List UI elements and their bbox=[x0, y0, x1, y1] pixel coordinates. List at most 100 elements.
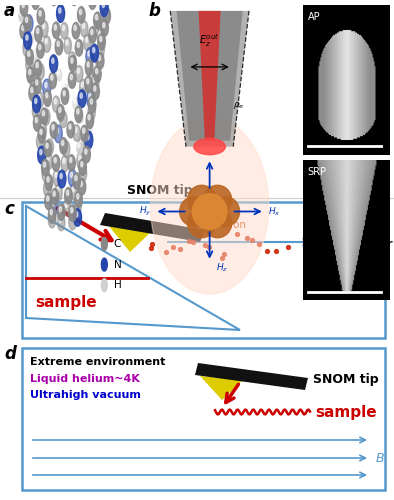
Circle shape bbox=[81, 82, 84, 87]
Text: Liquid helium~4K: Liquid helium~4K bbox=[30, 374, 140, 384]
Circle shape bbox=[48, 142, 50, 147]
Circle shape bbox=[76, 194, 79, 199]
Circle shape bbox=[87, 62, 89, 67]
Ellipse shape bbox=[151, 117, 269, 294]
Circle shape bbox=[26, 35, 28, 40]
Circle shape bbox=[38, 126, 46, 143]
Circle shape bbox=[89, 96, 96, 113]
Circle shape bbox=[93, 63, 95, 68]
Circle shape bbox=[54, 98, 57, 104]
Circle shape bbox=[81, 168, 84, 173]
Text: c: c bbox=[4, 200, 14, 218]
Circle shape bbox=[85, 149, 87, 154]
Circle shape bbox=[89, 26, 97, 43]
Circle shape bbox=[46, 143, 48, 148]
Circle shape bbox=[87, 134, 89, 140]
Circle shape bbox=[36, 92, 43, 108]
Circle shape bbox=[79, 10, 82, 14]
Circle shape bbox=[66, 190, 69, 196]
Circle shape bbox=[60, 174, 62, 178]
Circle shape bbox=[43, 36, 51, 52]
Circle shape bbox=[43, 24, 45, 28]
Circle shape bbox=[97, 28, 105, 44]
Circle shape bbox=[91, 30, 93, 35]
Circle shape bbox=[71, 58, 73, 63]
Circle shape bbox=[43, 79, 51, 97]
Circle shape bbox=[67, 122, 74, 138]
Circle shape bbox=[66, 40, 68, 45]
Polygon shape bbox=[108, 225, 152, 252]
Circle shape bbox=[50, 122, 58, 138]
Circle shape bbox=[69, 124, 71, 130]
Circle shape bbox=[94, 12, 101, 28]
Circle shape bbox=[53, 170, 61, 186]
Circle shape bbox=[44, 140, 52, 157]
Circle shape bbox=[61, 22, 68, 39]
Circle shape bbox=[86, 122, 92, 134]
Circle shape bbox=[78, 138, 85, 154]
Circle shape bbox=[87, 90, 95, 108]
Circle shape bbox=[102, 22, 105, 28]
Text: SRP: SRP bbox=[308, 167, 327, 177]
Circle shape bbox=[54, 24, 56, 30]
Circle shape bbox=[39, 10, 41, 16]
Circle shape bbox=[70, 54, 72, 60]
Circle shape bbox=[35, 98, 37, 103]
Ellipse shape bbox=[188, 208, 216, 238]
Circle shape bbox=[59, 217, 61, 222]
Circle shape bbox=[88, 114, 90, 120]
Circle shape bbox=[101, 258, 107, 271]
Circle shape bbox=[97, 52, 104, 69]
Circle shape bbox=[72, 22, 80, 39]
Circle shape bbox=[26, 48, 33, 65]
Circle shape bbox=[65, 202, 67, 207]
Ellipse shape bbox=[188, 186, 216, 215]
Text: ionization: ionization bbox=[195, 220, 246, 230]
Circle shape bbox=[73, 172, 80, 189]
Circle shape bbox=[74, 196, 82, 213]
Circle shape bbox=[69, 72, 76, 88]
Circle shape bbox=[24, 32, 32, 50]
Circle shape bbox=[50, 55, 58, 72]
Circle shape bbox=[56, 128, 59, 134]
Circle shape bbox=[81, 162, 83, 167]
Circle shape bbox=[75, 106, 82, 122]
Circle shape bbox=[100, 36, 102, 42]
Circle shape bbox=[48, 212, 56, 228]
Ellipse shape bbox=[211, 196, 240, 226]
Circle shape bbox=[35, 118, 37, 122]
Circle shape bbox=[91, 74, 99, 90]
Circle shape bbox=[101, 238, 107, 250]
Circle shape bbox=[93, 48, 95, 53]
Circle shape bbox=[71, 216, 73, 222]
Circle shape bbox=[74, 98, 76, 103]
Circle shape bbox=[55, 38, 63, 55]
Circle shape bbox=[41, 20, 48, 37]
Circle shape bbox=[22, 26, 24, 30]
Circle shape bbox=[69, 214, 76, 230]
Circle shape bbox=[98, 44, 101, 50]
Text: N: N bbox=[114, 260, 121, 270]
Circle shape bbox=[29, 33, 31, 38]
Circle shape bbox=[50, 54, 55, 66]
Circle shape bbox=[69, 158, 72, 162]
Circle shape bbox=[45, 193, 52, 210]
Text: d: d bbox=[4, 345, 16, 363]
Circle shape bbox=[50, 0, 58, 6]
Circle shape bbox=[85, 59, 93, 76]
Text: sample: sample bbox=[315, 404, 377, 419]
Circle shape bbox=[100, 0, 108, 16]
Circle shape bbox=[53, 191, 56, 196]
Circle shape bbox=[63, 84, 68, 96]
Circle shape bbox=[34, 77, 41, 94]
Circle shape bbox=[105, 10, 107, 16]
Circle shape bbox=[60, 138, 67, 154]
Circle shape bbox=[37, 64, 44, 80]
Circle shape bbox=[37, 8, 45, 24]
Circle shape bbox=[73, 124, 80, 141]
Polygon shape bbox=[100, 213, 205, 242]
Circle shape bbox=[46, 92, 48, 98]
Circle shape bbox=[41, 124, 43, 130]
Circle shape bbox=[80, 80, 87, 96]
Circle shape bbox=[75, 40, 83, 56]
